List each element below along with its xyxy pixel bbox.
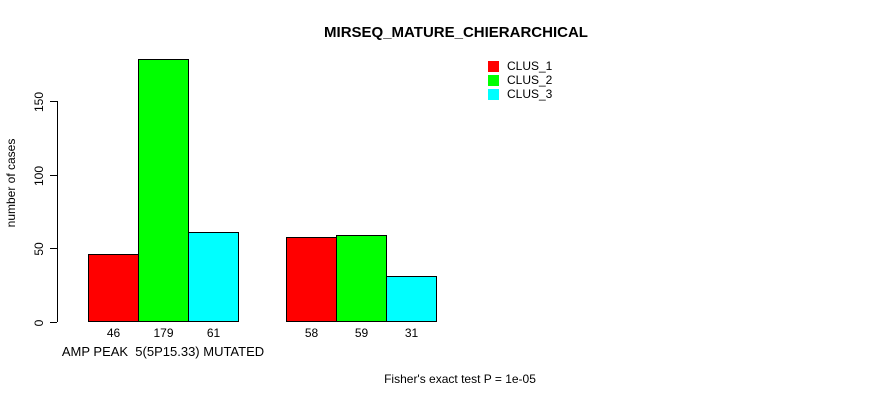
y-tick-label: 50 [32, 242, 46, 256]
bar-clus_2-group1 [138, 59, 189, 322]
bar-value-label: 179 [153, 326, 174, 340]
legend-label: CLUS_1 [507, 59, 553, 73]
legend-label: CLUS_3 [507, 87, 553, 101]
bar-clus_3-group2 [386, 276, 437, 322]
legend-color-swatch [488, 89, 499, 100]
y-tick-label: 0 [32, 319, 46, 327]
y-axis-title: number of cases [4, 138, 18, 228]
y-tick-label: 100 [32, 165, 46, 187]
bar-value-label: 59 [354, 326, 369, 340]
y-tick-label: 150 [32, 91, 46, 113]
legend-color-swatch [488, 61, 499, 72]
bar-clus_1-group1 [88, 254, 139, 322]
legend-label: CLUS_2 [507, 73, 553, 87]
y-tick-mark [50, 101, 57, 102]
fisher-test-annotation: Fisher's exact test P = 1e-05 [384, 372, 536, 386]
bar-value-label: 31 [404, 326, 419, 340]
bar-clus_3-group1 [188, 232, 239, 322]
bar-clus_1-group2 [286, 237, 337, 322]
x-category-label: AMP PEAK 5(5P15.33) MUTATED [61, 344, 265, 359]
y-axis-line [57, 101, 58, 322]
legend-color-swatch [488, 75, 499, 86]
legend-item: CLUS_3 [488, 87, 553, 101]
bar-value-label: 61 [206, 326, 221, 340]
y-tick-mark [50, 248, 57, 249]
chart-title: MIRSEQ_MATURE_CHIERARCHICAL [324, 24, 588, 41]
bar-value-label: 46 [106, 326, 121, 340]
legend: CLUS_1 CLUS_2 CLUS_3 [488, 59, 553, 103]
legend-item: CLUS_2 [488, 73, 553, 87]
bar-value-label: 58 [304, 326, 319, 340]
bar-clus_2-group2 [336, 235, 387, 322]
y-tick-mark [50, 322, 57, 323]
legend-item: CLUS_1 [488, 59, 553, 73]
y-tick-mark [50, 175, 57, 176]
